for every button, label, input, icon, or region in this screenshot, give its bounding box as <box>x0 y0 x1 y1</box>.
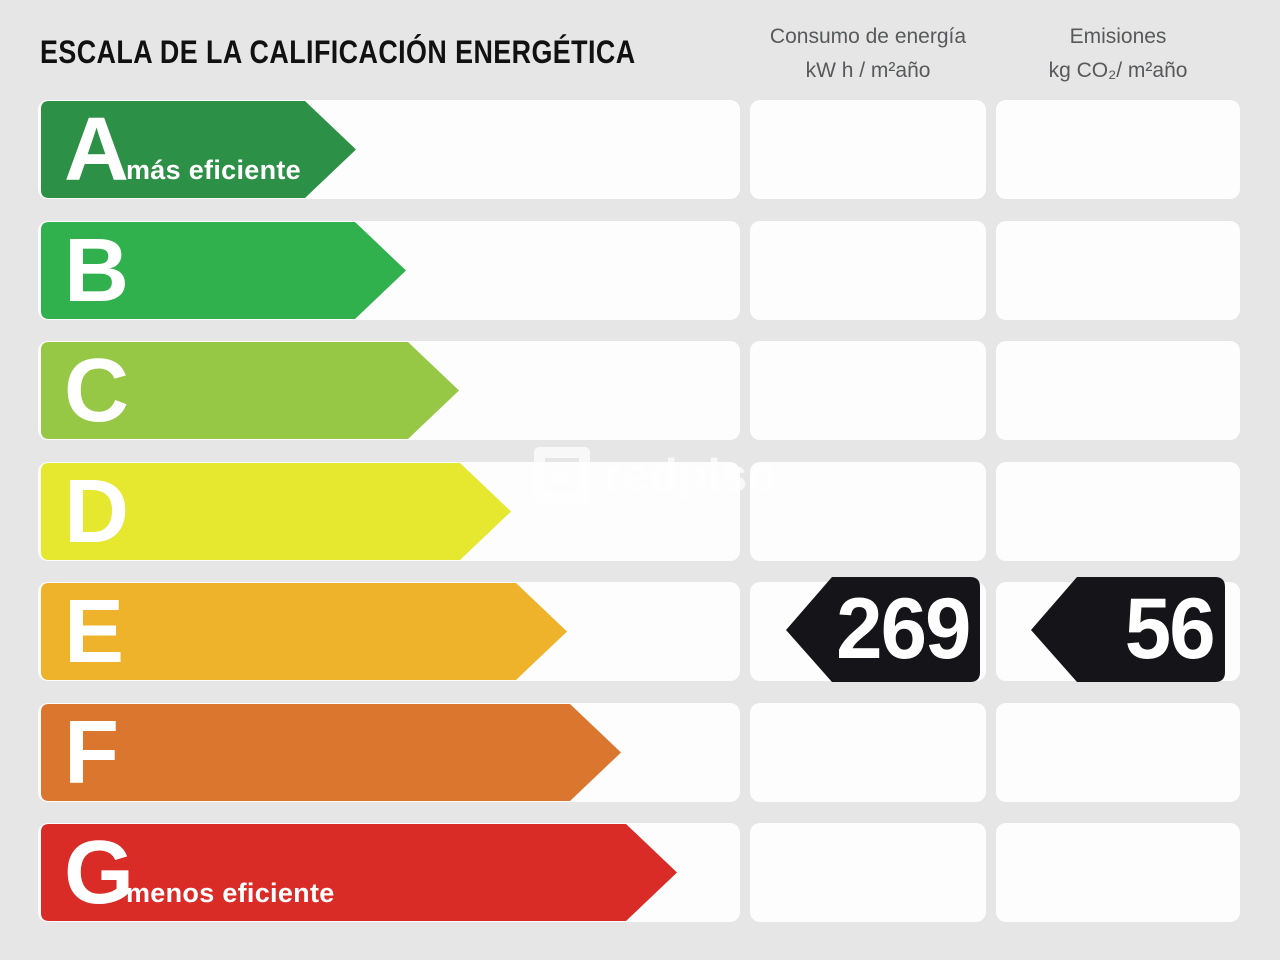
consumo-value: 269 <box>835 581 971 677</box>
consumo-cell-c <box>750 341 986 440</box>
consumo-cell-a <box>750 100 986 199</box>
emisiones-cell-d <box>996 462 1240 561</box>
emisiones-value: 56 <box>1125 581 1216 677</box>
consumo-cell-g <box>750 823 986 922</box>
rating-row-d: D <box>0 462 1280 562</box>
emisiones-cell-b <box>996 221 1240 320</box>
rating-arrow-c <box>41 342 459 439</box>
consumo-cell-f <box>750 703 986 802</box>
rating-letter-b: B <box>64 221 129 321</box>
rating-letter-g: G <box>64 823 135 923</box>
rating-row-c: C <box>0 341 1280 441</box>
rating-row-e: E 269 56 <box>0 577 1280 682</box>
rating-letter-c: C <box>64 341 129 441</box>
rating-letter-f: F <box>64 703 119 803</box>
emisiones-header-line2: kg CO₂/ m²año <box>1048 59 1188 82</box>
rating-arrow-e <box>41 583 567 680</box>
rating-row-f: F <box>0 703 1280 803</box>
consumo-value-badge: 269 <box>785 576 981 683</box>
emisiones-header-line1: Emisiones <box>1069 25 1167 48</box>
emisiones-cell-g <box>996 823 1240 922</box>
emisiones-column-header: Emisiones kg CO₂/ m²año <box>996 20 1240 92</box>
emisiones-cell-c <box>996 341 1240 440</box>
most-efficient-label: más eficiente <box>126 155 301 185</box>
rating-letter-a: A <box>64 100 129 200</box>
page-title: ESCALA DE LA CALIFICACIÓN ENERGÉTICA <box>40 34 636 70</box>
rating-arrow-b <box>41 222 406 319</box>
rating-arrow-a <box>41 101 356 198</box>
emisiones-value-badge: 56 <box>1030 576 1226 683</box>
rating-arrow-d <box>41 463 511 560</box>
rating-arrow-g <box>41 824 677 921</box>
rating-row-g: G menos eficiente <box>0 823 1280 923</box>
rating-row-b: B <box>0 221 1280 321</box>
consumo-cell-b <box>750 221 986 320</box>
rating-letter-e: E <box>64 582 125 682</box>
emisiones-badge-shape <box>1031 577 1225 682</box>
emisiones-cell-a <box>996 100 1240 199</box>
least-efficient-label: menos eficiente <box>126 878 335 908</box>
rating-arrow-f <box>41 704 621 801</box>
rating-row-a: A más eficiente <box>0 100 1280 200</box>
emisiones-cell-f <box>996 703 1240 802</box>
consumo-badge-shape <box>786 577 980 682</box>
consumo-cell-d <box>750 462 986 561</box>
consumo-header-line1: Consumo de energía <box>769 25 967 48</box>
rating-letter-d: D <box>64 462 129 562</box>
consumo-header-line2: kW h / m²año <box>805 59 931 82</box>
consumo-column-header: Consumo de energía kW h / m²año <box>750 20 986 92</box>
